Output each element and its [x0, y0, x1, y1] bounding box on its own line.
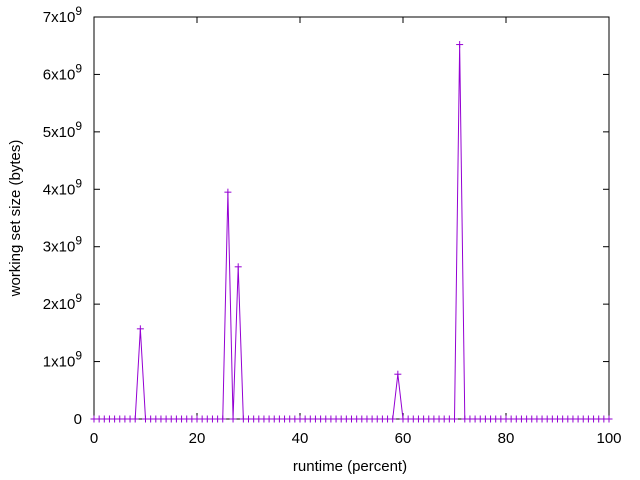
y-tick-exponent: 9 [75, 176, 82, 190]
x-tick-label: 100 [596, 430, 621, 447]
plot-frame [93, 16, 610, 420]
data-point-marker [229, 415, 237, 423]
y-tick-mantissa: 1x10 [43, 354, 76, 371]
data-point-marker [605, 415, 613, 423]
y-tick-label: 6x109 [43, 61, 83, 83]
x-tick-label: 20 [189, 430, 206, 447]
y-tick-label: 0 [74, 411, 82, 428]
data-point-marker [224, 188, 232, 196]
data-point-marker [394, 370, 402, 378]
y-tick-label: 5x109 [43, 119, 83, 141]
y-tick-exponent: 9 [75, 4, 82, 18]
y-tick-mantissa: 0 [74, 411, 82, 428]
x-tick-label: 80 [498, 430, 515, 447]
y-tick-label: 2x109 [43, 291, 83, 313]
y-tick-mantissa: 2x10 [43, 296, 76, 313]
y-tick-label: 4x109 [43, 176, 83, 198]
y-tick-exponent: 9 [75, 61, 82, 75]
y-tick-mantissa: 6x10 [43, 66, 76, 83]
y-tick-mantissa: 7x10 [43, 9, 76, 26]
data-point-marker [131, 415, 139, 423]
x-axis-label: runtime (percent) [293, 458, 407, 475]
x-tick-label: 60 [395, 430, 412, 447]
y-tick-label: 7x109 [43, 4, 83, 26]
y-tick-mantissa: 5x10 [43, 124, 76, 141]
data-point-marker [456, 41, 464, 49]
data-series [90, 41, 613, 423]
y-tick-label: 3x109 [43, 234, 83, 256]
y-tick-exponent: 9 [75, 349, 82, 363]
data-point-marker [219, 415, 227, 423]
data-point-marker [234, 263, 242, 271]
data-point-marker [389, 415, 397, 423]
y-tick-exponent: 9 [75, 291, 82, 305]
x-tick-label: 40 [292, 430, 309, 447]
series-line [94, 44, 609, 420]
y-tick-mantissa: 3x10 [43, 239, 76, 256]
y-tick-label: 1x109 [43, 349, 83, 371]
data-point-marker [451, 415, 458, 423]
x-tick-label: 0 [90, 430, 98, 447]
y-tick-exponent: 9 [75, 119, 82, 133]
data-point-marker [136, 325, 144, 333]
axis-ticks: 0 20 40 60 80 10001x1092x1093x1094x1095x1096x… [43, 4, 622, 447]
y-axis-label: working set size (bytes) [7, 140, 24, 298]
y-tick-mantissa: 4x10 [43, 181, 76, 198]
y-tick-exponent: 9 [75, 234, 82, 248]
